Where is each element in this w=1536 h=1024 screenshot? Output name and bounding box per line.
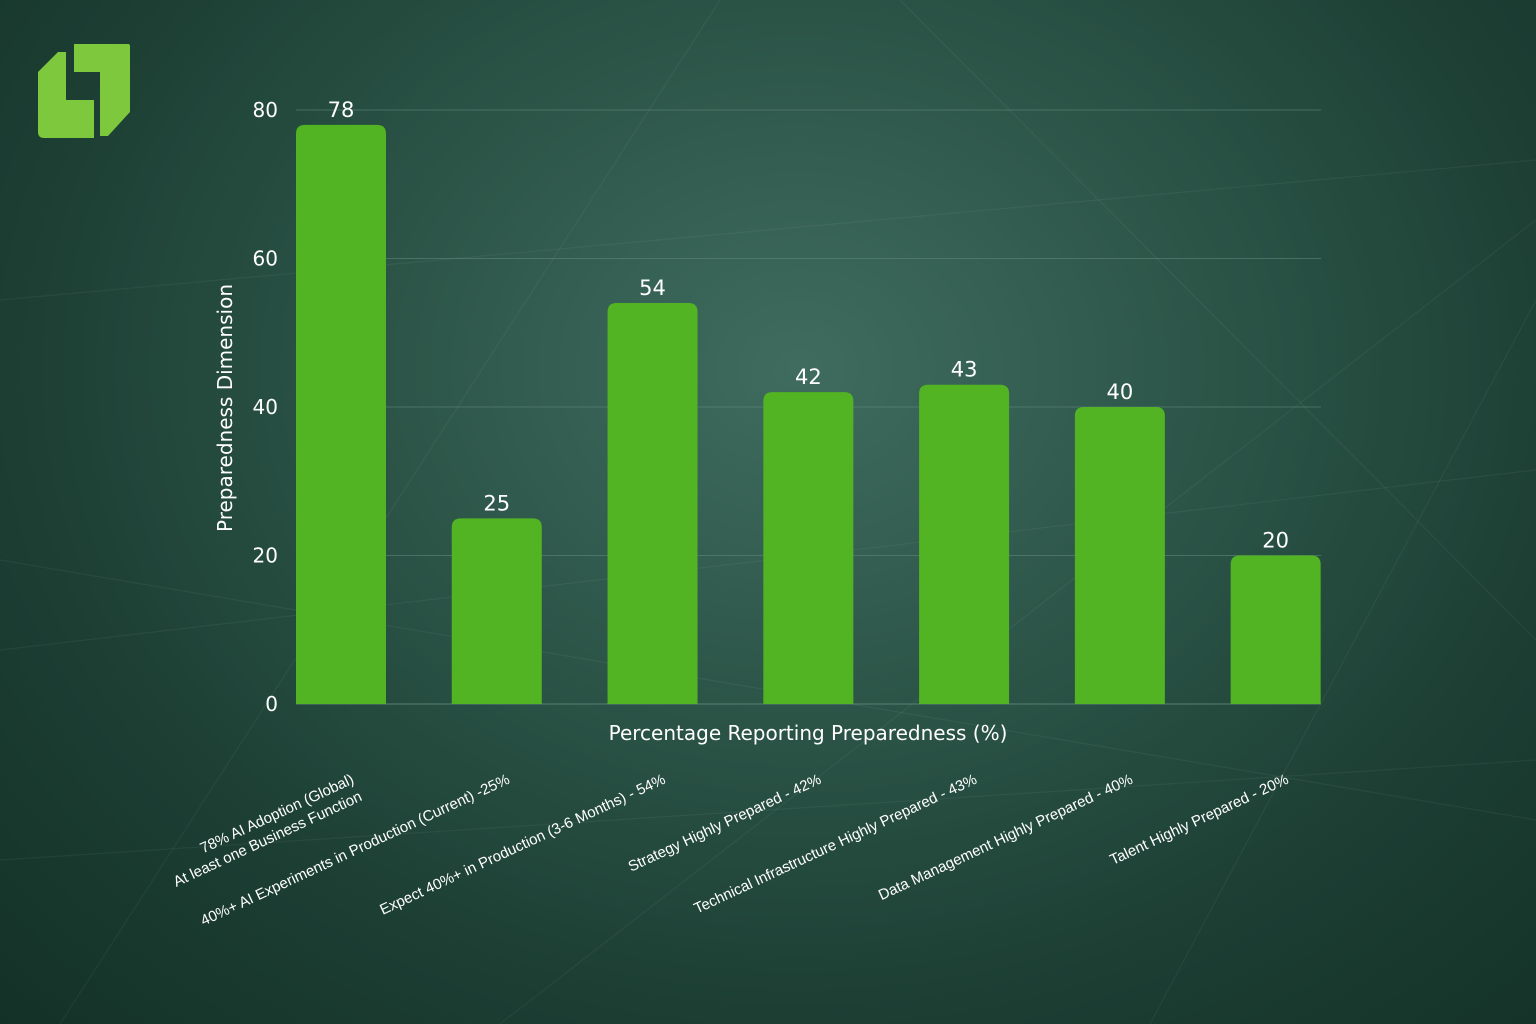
x-tick-label-line: Data Management Highly Prepared - 40% <box>876 771 1136 904</box>
bar-value-label: 54 <box>639 276 666 300</box>
stylized-l-logo-icon <box>38 44 130 138</box>
x-tick-label-line: Technical Infrastructure Highly Prepared… <box>691 771 979 917</box>
y-axis-title: Preparedness Dimension <box>213 284 237 532</box>
x-tick-label-line: Expect 40%+ in Production (3-6 Months) -… <box>377 771 668 919</box>
bar-value-label: 42 <box>795 365 822 389</box>
bar-value-label: 40 <box>1107 380 1134 404</box>
y-tick-label: 0 <box>265 692 278 716</box>
data-labels: 78 25 54 42 43 40 20 <box>328 98 1289 553</box>
bar <box>763 392 854 704</box>
bar-value-label: 78 <box>328 98 355 122</box>
x-axis-title: Percentage Reporting Preparedness (%) <box>609 721 1008 745</box>
bar-value-label: 25 <box>483 491 510 515</box>
bar <box>296 124 386 705</box>
x-tick-label-line: At least one Business Function <box>171 788 365 890</box>
y-tick-label: 60 <box>253 247 278 271</box>
x-tick-label: 78% AI Adoption (Global)At least one Bus… <box>163 771 365 891</box>
bar <box>451 518 542 704</box>
y-tick-label: 40 <box>253 395 278 419</box>
y-tick-label: 80 <box>253 98 278 122</box>
bar-value-label: 43 <box>951 358 978 382</box>
x-axis-categories: 78% AI Adoption (Global)At least one Bus… <box>163 771 1291 930</box>
bar <box>919 384 1010 704</box>
x-tick-label: Expect 40%+ in Production (3-6 Months) -… <box>377 771 668 919</box>
bar <box>607 303 698 704</box>
bars <box>296 124 1321 705</box>
bar <box>1230 555 1321 704</box>
x-tick-label: Technical Infrastructure Highly Prepared… <box>691 771 979 917</box>
y-axis-ticks: 0 20 40 60 80 <box>253 98 278 716</box>
x-tick-label: Data Management Highly Prepared - 40% <box>876 771 1136 904</box>
bar <box>1074 407 1165 704</box>
bar-value-label: 20 <box>1262 529 1289 553</box>
y-tick-label: 20 <box>253 544 278 568</box>
